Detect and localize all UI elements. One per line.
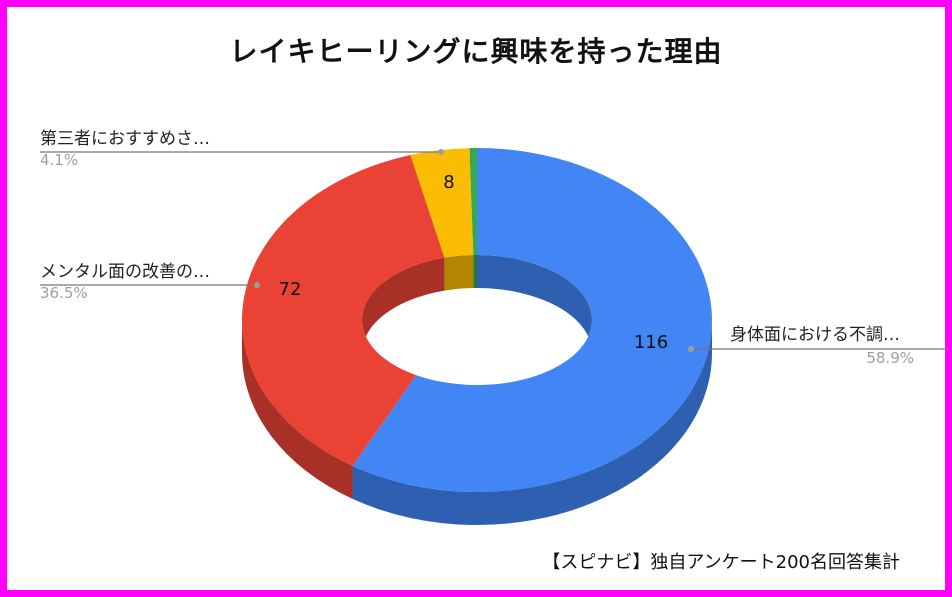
slice-value-2: 8 [443, 172, 454, 193]
slice-value-1: 72 [279, 279, 302, 300]
slice-0 [352, 148, 712, 492]
slice-side-1 [242, 320, 353, 499]
chart-footer: 【スピナビ】独自アンケート200名回答集計 [542, 552, 900, 573]
slice-inner-wall-1 [361, 257, 445, 353]
callout-percent-0: 58.9% [866, 349, 914, 367]
callout-dot-0 [688, 346, 694, 352]
slice-3 [469, 148, 477, 256]
callout-dot-2 [438, 149, 444, 155]
callout-label-2: 第三者におすすめさ… [40, 129, 210, 149]
callout-label-1: メンタル面の改善の… [40, 262, 210, 282]
slice-inner-wall-0 [477, 255, 592, 353]
slice-1 [241, 155, 445, 466]
callout-percent-1: 36.5% [40, 284, 88, 302]
slice-value-0: 116 [634, 332, 668, 353]
slice-2 [410, 148, 474, 258]
slice-side-0 [352, 320, 712, 525]
slice-inner-wall-2 [444, 255, 474, 291]
chart-title: レイキヒーリングに興味を持った理由 [229, 35, 723, 68]
slice-inner-wall-3 [473, 255, 477, 289]
callout-percent-2: 4.1% [40, 151, 78, 169]
callout-label-0: 身体面における不調… [730, 325, 900, 345]
callout-dot-1 [254, 282, 260, 288]
